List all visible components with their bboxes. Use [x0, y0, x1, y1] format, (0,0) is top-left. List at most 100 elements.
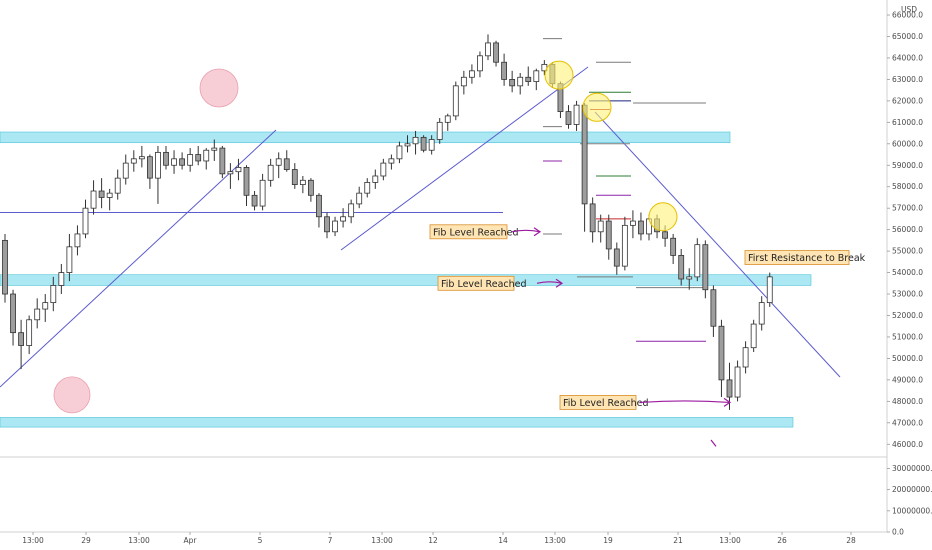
candle-body [50, 285, 57, 304]
candle-body [2, 239, 8, 295]
candle-body [444, 115, 451, 123]
currency-label: USD [901, 5, 917, 14]
candle-body [581, 104, 588, 205]
candle-body [750, 323, 757, 349]
candle-body [436, 121, 443, 140]
time-tick-label: 29 [81, 536, 91, 545]
candle-body [485, 42, 491, 57]
candle-body [10, 293, 16, 334]
support-resistance-zone [0, 417, 794, 428]
candle-body [477, 55, 483, 72]
annotation-label: Fib Level Reached [441, 279, 527, 290]
candle-body [420, 136, 427, 151]
support-resistance-zone [0, 131, 731, 144]
price-tick-label: 50000.0 [892, 354, 923, 363]
candle-body [605, 220, 612, 250]
price-tick-label: 59000.0 [892, 161, 923, 170]
candle-body [404, 143, 411, 147]
candle-body [702, 244, 709, 291]
candle-body [766, 276, 773, 304]
price-tick-label: 47000.0 [892, 418, 923, 427]
candle-body [493, 42, 499, 63]
time-tick-label: Apr [184, 536, 198, 545]
time-tick-label: 13:00 [128, 536, 150, 545]
time-tick-label: 21 [673, 536, 683, 545]
candle-body [122, 162, 129, 179]
candle-body [694, 244, 701, 278]
candle-body [227, 171, 234, 175]
price-tick-label: 57000.0 [892, 204, 923, 213]
price-tick-label: 54000.0 [892, 268, 923, 277]
candle-body [98, 190, 105, 198]
markers-layer [53, 60, 678, 414]
time-tick-label: 13:00 [544, 536, 566, 545]
candle-body [130, 158, 137, 164]
annotation-callout [744, 250, 850, 265]
annotation-label: First Resistance to Break [748, 253, 866, 264]
candle-body [468, 70, 475, 78]
candle-body [187, 154, 194, 166]
candle-body [726, 379, 733, 398]
price-tick-label: 64000.0 [892, 53, 923, 62]
candle-body [251, 194, 258, 207]
annotation-arrow-head [555, 278, 564, 288]
time-tick-label: 28 [846, 536, 856, 545]
candle-body [203, 149, 210, 162]
candle-body [316, 194, 322, 218]
candle-body [42, 302, 49, 310]
price-tick-label: 60000.0 [892, 139, 923, 148]
candle-body [621, 224, 628, 267]
candle-body [155, 151, 161, 179]
zones-layer [0, 131, 812, 428]
candle-body [299, 179, 306, 185]
price-tick-label: 66000.0 [892, 11, 923, 20]
candle-body [533, 70, 540, 82]
time-tick-label: 19 [603, 536, 613, 545]
candle-body [307, 179, 314, 196]
candle-body [525, 76, 532, 82]
annotation-arrow [536, 281, 563, 284]
candle-body [283, 158, 290, 170]
candle-body [235, 167, 242, 173]
candle-body [613, 248, 620, 267]
candle-body [380, 162, 387, 177]
time-tick-label: 13:00 [719, 536, 741, 545]
annotation-callout [429, 224, 508, 240]
candle-body [638, 220, 644, 235]
price-tick-label: 56000.0 [892, 225, 923, 234]
candle-body [501, 61, 508, 80]
time-tick-label: 14 [498, 536, 508, 545]
price-tick-label: 52000.0 [892, 311, 923, 320]
candle-body [275, 158, 282, 166]
price-tick-label: 48000.0 [892, 397, 923, 406]
annotation-label: Fib Level Reached [433, 227, 519, 238]
candle-body [74, 233, 81, 248]
candle-body [710, 289, 717, 327]
candle-body [18, 332, 25, 346]
price-tick-label: 58000.0 [892, 182, 923, 191]
trendline [594, 111, 841, 378]
candle-body [66, 246, 73, 273]
candle-body [412, 136, 419, 145]
candle-body [106, 192, 113, 198]
candle-body [718, 325, 725, 381]
time-tick-label: 13:00 [22, 536, 44, 545]
price-tick-label: 46000.0 [892, 440, 923, 449]
highlight-circle-yellow [648, 202, 678, 232]
annotation-arrow [639, 400, 731, 404]
volume-tick-label: 30000000.0 [892, 464, 932, 473]
price-tick-label: 61000.0 [892, 118, 923, 127]
volume-tick-label: 20000000.0 [892, 485, 932, 494]
candle-body [742, 347, 749, 368]
candle-body [340, 216, 347, 222]
annotation-label: Fib Level Reached [563, 398, 649, 409]
price-tick-label: 65000.0 [892, 32, 923, 41]
volume-tick-label: 10000000.0 [892, 506, 932, 515]
candle-body [509, 79, 516, 87]
volume-tick-label: 0.0 [892, 528, 904, 537]
candle-body [219, 147, 226, 175]
candle-body [211, 147, 218, 151]
highlight-circle-pink [53, 376, 91, 414]
